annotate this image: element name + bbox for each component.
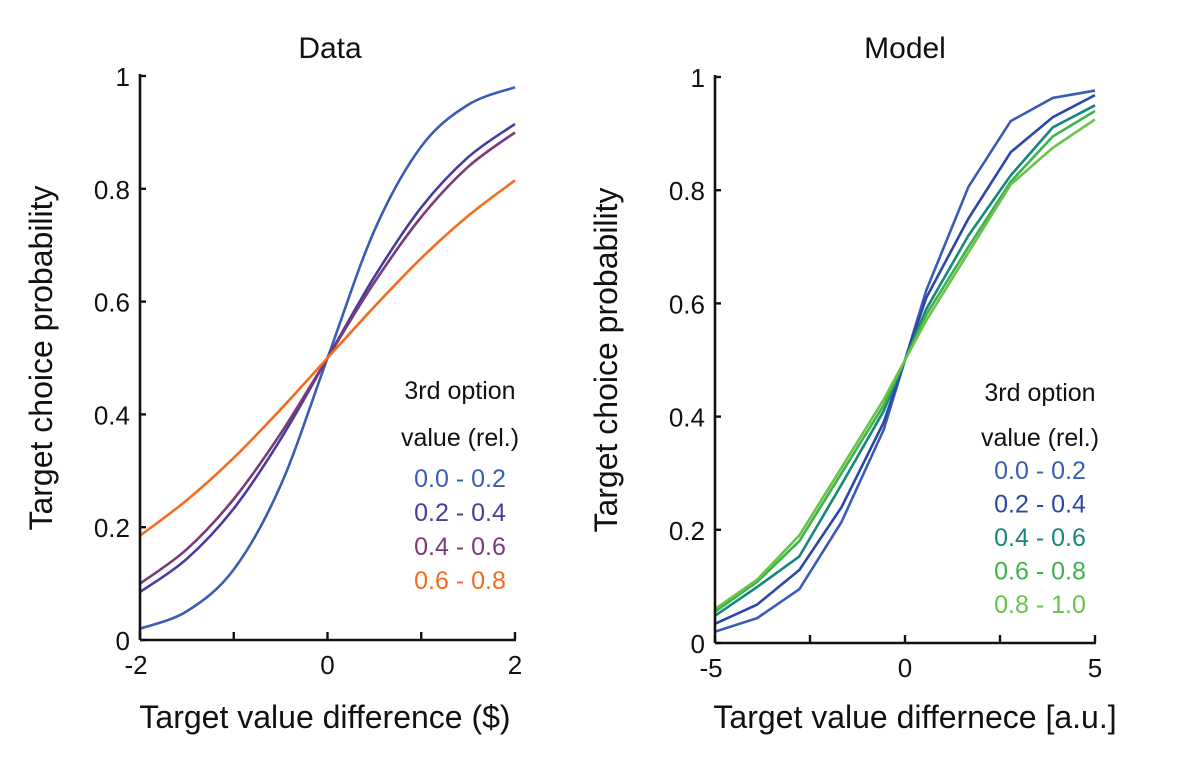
x-tick-label: 0 bbox=[320, 650, 334, 680]
x-axis-label: Target value differnece [a.u.] bbox=[713, 699, 1116, 735]
legend-entry: 0.0 - 0.2 bbox=[994, 457, 1086, 485]
y-tick-label: 0.2 bbox=[669, 516, 705, 546]
legend-title: 3rd option bbox=[984, 379, 1095, 407]
y-tick-label: 0.6 bbox=[669, 289, 705, 319]
legend-entry: 0.4 - 0.6 bbox=[994, 524, 1086, 552]
x-tick-label: -5 bbox=[699, 653, 722, 683]
legend-entry: 0.8 - 1.0 bbox=[994, 591, 1086, 619]
legend-title: value (rel.) bbox=[401, 424, 519, 452]
x-tick-label: 5 bbox=[1088, 653, 1102, 683]
chart-title: Model bbox=[864, 32, 946, 65]
legend: 3rd option value (rel.) 0.0 - 0.2 0.2 - 0.4… bbox=[981, 379, 1099, 619]
y-tick-label: 0.8 bbox=[94, 175, 130, 205]
legend-entry: 0.6 - 0.8 bbox=[414, 567, 506, 595]
series-line-4 bbox=[714, 118, 1096, 611]
y-tick-label: 0.6 bbox=[94, 288, 130, 318]
y-tick-label: 0.4 bbox=[94, 400, 130, 430]
y-tick-label: 0.4 bbox=[669, 403, 705, 433]
legend-entry: 0.6 - 0.8 bbox=[994, 558, 1086, 586]
legend-entry: 0.0 - 0.2 bbox=[414, 465, 506, 493]
series-line-3 bbox=[139, 179, 516, 537]
y-tick-label: 1 bbox=[691, 63, 705, 93]
legend-entry: 0.2 - 0.4 bbox=[414, 499, 506, 527]
y-axis-label: Target choice probability bbox=[23, 185, 59, 530]
y-tick-label: 0.8 bbox=[669, 176, 705, 206]
x-tick-label: 0 bbox=[898, 653, 912, 683]
y-tick-label: 1 bbox=[116, 62, 130, 92]
legend-title: value (rel.) bbox=[981, 424, 1099, 452]
y-tick-label: 0 bbox=[116, 626, 130, 656]
x-tick-label: -2 bbox=[124, 650, 147, 680]
legend-entry: 0.2 - 0.4 bbox=[994, 491, 1086, 519]
y-tick-label: 0 bbox=[691, 629, 705, 659]
legend: 3rd option value (rel.) 0.0 - 0.2 0.2 - 0.4… bbox=[401, 377, 519, 595]
chart-title: Data bbox=[298, 32, 362, 65]
legend-title: 3rd option bbox=[404, 377, 515, 405]
x-axis-label: Target value difference ($) bbox=[139, 699, 510, 735]
x-tick-label: 2 bbox=[508, 650, 522, 680]
y-axis-label: Target choice probability bbox=[588, 187, 624, 532]
legend-entry: 0.4 - 0.6 bbox=[414, 533, 506, 561]
y-tick-label: 0.2 bbox=[94, 513, 130, 543]
